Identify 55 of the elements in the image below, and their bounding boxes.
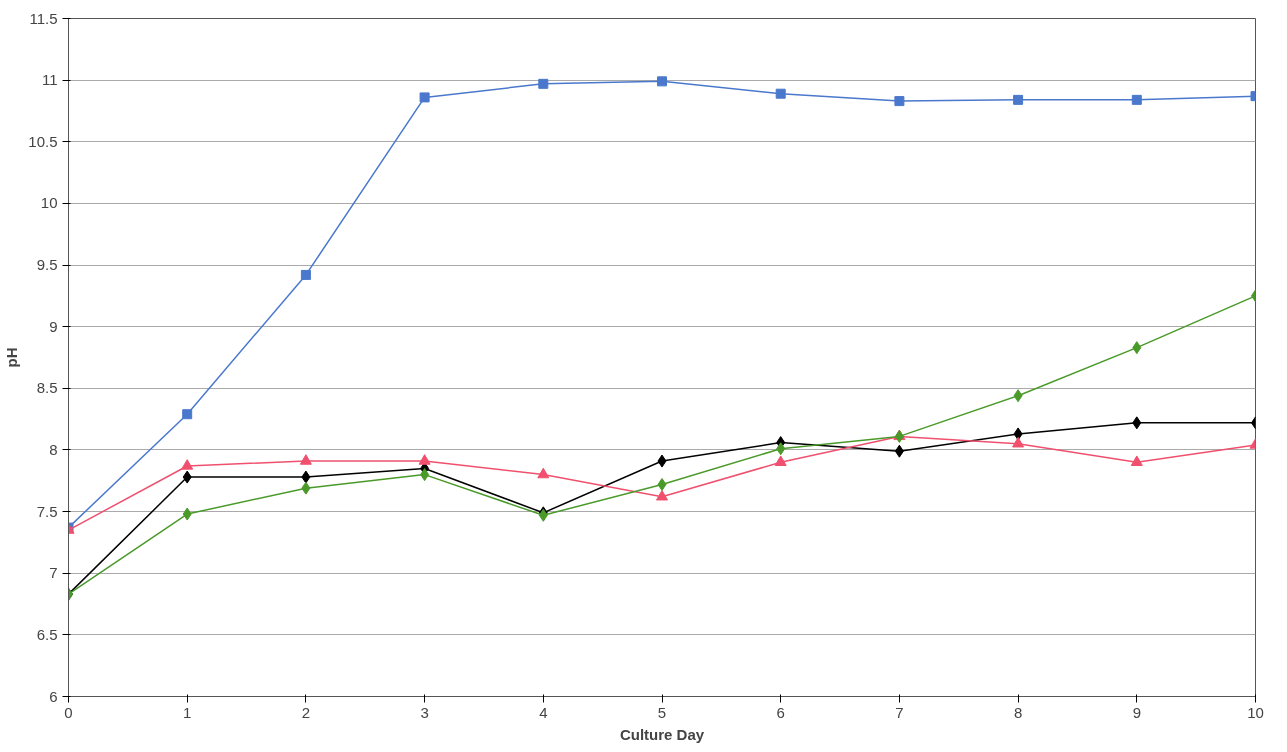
point <box>182 507 192 521</box>
point <box>1013 427 1023 441</box>
y-tick-label: 7 <box>49 564 58 582</box>
point <box>419 92 430 103</box>
y-tick-label: 9.5 <box>36 256 58 274</box>
point <box>538 78 549 89</box>
y-tick-label: 11.5 <box>29 9 58 27</box>
point <box>656 489 668 501</box>
x-tick-label: 5 <box>657 703 667 721</box>
x-tick-label: 3 <box>420 703 429 721</box>
point <box>1013 94 1024 105</box>
point <box>537 467 550 479</box>
y-tick-label: 6 <box>49 687 58 705</box>
point <box>182 409 193 420</box>
y-tick-label: 9 <box>49 317 58 335</box>
point <box>418 454 431 465</box>
x-tick-label: 10 <box>1247 703 1264 721</box>
point <box>301 481 311 495</box>
point <box>299 454 312 465</box>
point <box>894 96 905 107</box>
y-tick-label: 11 <box>41 71 58 89</box>
point <box>774 455 787 466</box>
point <box>420 468 430 482</box>
x-tick-label: 4 <box>539 703 548 721</box>
point <box>657 76 667 87</box>
point <box>182 470 192 484</box>
x-tick-label: 2 <box>301 703 311 721</box>
x-tick-label: 6 <box>776 703 785 721</box>
point <box>776 442 786 456</box>
y-axis-title: pH <box>3 347 21 368</box>
point <box>300 269 311 280</box>
point <box>1013 389 1023 403</box>
point <box>657 454 667 468</box>
point <box>1012 436 1025 448</box>
x-tick-label: 0 <box>64 703 73 721</box>
y-tick-label: 8.5 <box>36 379 58 397</box>
point <box>181 459 194 470</box>
point <box>1130 455 1143 466</box>
x-tick-label: 8 <box>1013 703 1023 721</box>
x-tick-label: 7 <box>895 703 904 721</box>
point <box>775 88 786 99</box>
point <box>657 477 667 491</box>
y-tick-label: 8 <box>49 440 58 458</box>
point <box>894 444 904 458</box>
y-tick-label: 6.5 <box>36 625 58 643</box>
x-axis-title: Culture Day <box>619 725 705 743</box>
point <box>1132 416 1142 430</box>
x-tick-label: 9 <box>1132 703 1141 721</box>
point <box>301 470 311 484</box>
x-tick-label: 1 <box>183 703 192 721</box>
point <box>1132 341 1142 355</box>
y-tick-label: 10.5 <box>28 132 58 150</box>
point <box>1131 94 1142 105</box>
y-tick-label: 10 <box>40 194 58 212</box>
y-tick-label: 7.5 <box>36 502 58 520</box>
